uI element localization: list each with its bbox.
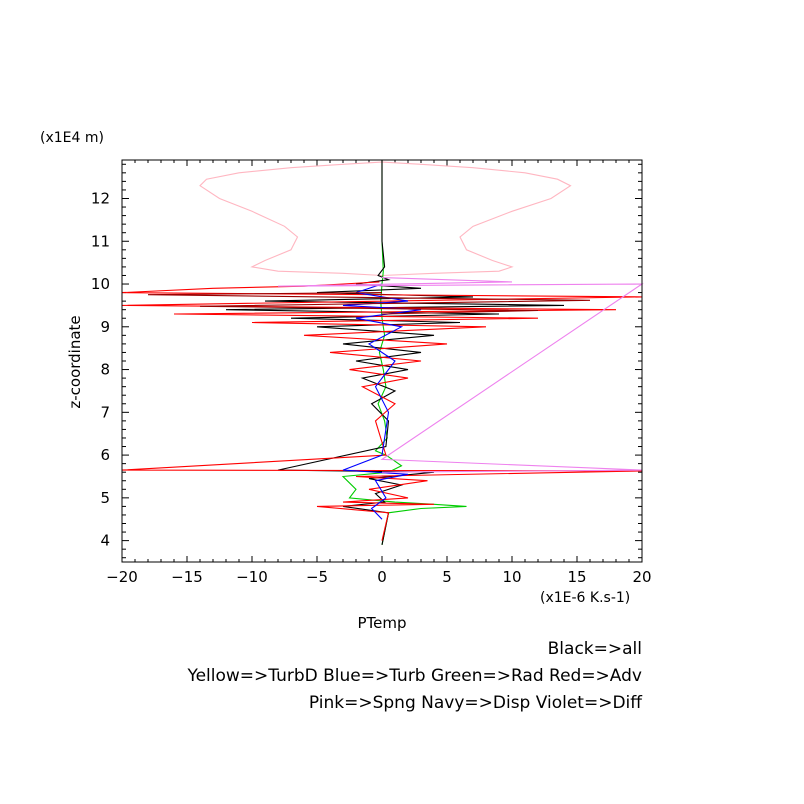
x-axis-label: PTemp	[357, 614, 406, 632]
y-tick-label: 4	[100, 532, 110, 550]
series-line-all-3	[225, 160, 565, 546]
series-line-turb-5	[342, 283, 422, 520]
x-tick-label: 20	[632, 568, 651, 586]
y-unit-label: (x1E4 m)	[40, 130, 104, 146]
x-tick-label: −10	[236, 568, 268, 586]
legend-line-1: Black=>all	[548, 639, 642, 659]
series-line-spng-0	[199, 161, 383, 277]
x-tick-label: 0	[377, 568, 387, 586]
x-tick-label: −5	[306, 568, 328, 586]
series-line-dark_red-7	[147, 292, 591, 315]
x-tick-label: 10	[502, 568, 521, 586]
y-axis-label: z-coordinate	[66, 315, 84, 408]
series-line-spng-1	[381, 161, 572, 277]
y-tick-label: 11	[91, 232, 110, 250]
legend-line-2: Yellow=>TurbD Blue=>Turb Green=>Rad Red=…	[186, 666, 642, 686]
y-tick-label: 7	[100, 403, 110, 421]
y-tick-label: 10	[91, 275, 110, 293]
x-tick-label: 5	[442, 568, 452, 586]
y-tick-label: 9	[100, 318, 110, 336]
series-line-adv-4	[121, 281, 643, 541]
x-unit-label: (x1E-6 K.s-1)	[540, 590, 630, 606]
y-tick-label: 5	[100, 489, 110, 507]
y-tick-label: 6	[100, 446, 110, 464]
plot-frame	[121, 159, 643, 563]
series-line-rad-2	[341, 160, 467, 546]
y-tick-label: 8	[100, 361, 110, 379]
x-tick-label: 15	[567, 568, 586, 586]
y-tick-label: 12	[91, 189, 110, 207]
legend-line-3: Pink=>Spng Navy=>Disp Violet=>Diff	[309, 693, 643, 713]
x-tick-label: −20	[106, 568, 138, 586]
x-tick-label: −15	[171, 568, 203, 586]
